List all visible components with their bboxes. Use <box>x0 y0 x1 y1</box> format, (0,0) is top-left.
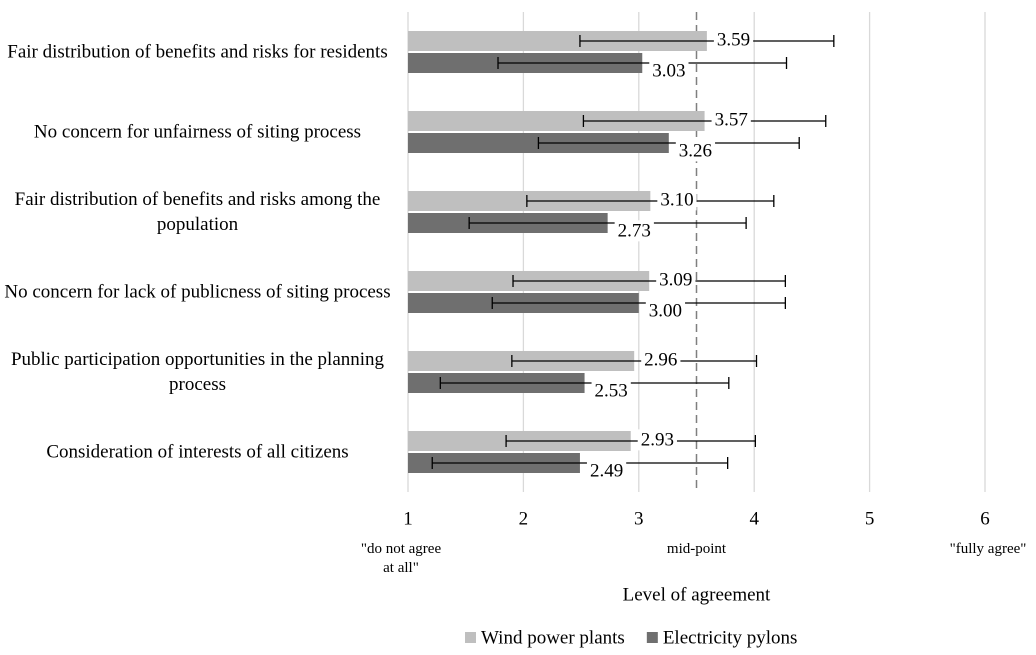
value-label-bg <box>656 269 696 291</box>
value-label-bg <box>591 380 631 402</box>
category-label: No concern for lack of publicness of sit… <box>4 281 391 303</box>
x-tick-label: 3 <box>634 508 644 529</box>
value-label: 3.00 <box>649 300 682 321</box>
error-bar <box>582 115 827 127</box>
value-label-bg <box>657 189 697 211</box>
x-tick-label: 6 <box>980 508 990 529</box>
value-label-bg <box>586 460 627 482</box>
error-bar <box>537 137 800 149</box>
value-label: 3.26 <box>679 140 712 161</box>
error-bar <box>512 275 787 287</box>
category-label: Fair distribution of benefits and risks … <box>14 189 381 235</box>
category-label: Public participation opportunities in th… <box>10 349 385 395</box>
x-tick-label: 1 <box>403 508 413 529</box>
error-bar <box>491 297 787 309</box>
value-label: 2.49 <box>590 460 623 481</box>
error-bar <box>579 35 835 47</box>
value-label-bg <box>637 429 677 451</box>
x-tick-label: 2 <box>519 508 529 529</box>
category-label: Consideration of interests of all citize… <box>46 441 349 463</box>
value-label: 2.53 <box>595 380 628 401</box>
x-axis-title: Level of agreement <box>623 584 771 605</box>
error-bar <box>511 355 758 367</box>
x-annotation: "fully agree" <box>949 541 1027 557</box>
error-bar <box>505 435 757 447</box>
category-label: Fair distribution of benefits and risks … <box>7 41 388 63</box>
legend-label: Electricity pylons <box>663 627 798 648</box>
legend-swatch <box>646 632 658 643</box>
error-bar <box>431 457 729 469</box>
value-label-bg <box>645 300 686 322</box>
value-label: 3.09 <box>659 269 692 290</box>
value-label: 2.96 <box>644 349 677 370</box>
legend-swatch <box>465 632 476 643</box>
value-label-bg <box>675 140 716 162</box>
value-label: 3.57 <box>715 109 748 130</box>
error-bar <box>497 57 788 69</box>
value-label: 3.10 <box>660 189 693 210</box>
value-label-bg <box>614 220 654 242</box>
value-label-bg <box>711 109 751 131</box>
reference-label: mid-point <box>666 541 727 557</box>
error-bar <box>468 217 747 229</box>
value-label-bg <box>641 349 681 371</box>
value-label-bg <box>713 29 754 51</box>
legend-label: Wind power plants <box>481 627 625 648</box>
value-label: 3.59 <box>717 29 750 50</box>
bar <box>408 31 707 51</box>
x-annotation: "do not agree at all" <box>360 541 442 576</box>
value-label-bg <box>649 60 689 82</box>
x-tick-label: 5 <box>865 508 875 529</box>
error-bar <box>439 377 730 389</box>
value-label: 2.73 <box>618 220 651 241</box>
category-label: No concern for unfairness of siting proc… <box>33 121 362 143</box>
bar <box>408 111 705 131</box>
error-bar <box>526 195 775 207</box>
x-tick-label: 4 <box>749 508 759 529</box>
value-label: 3.03 <box>652 60 685 81</box>
value-label: 2.93 <box>641 429 674 450</box>
